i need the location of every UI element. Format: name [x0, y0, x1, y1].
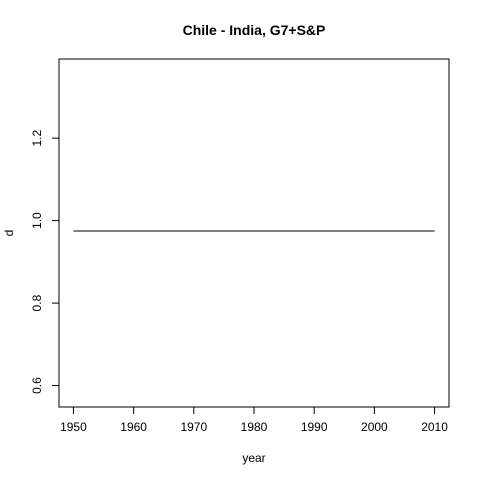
y-tick-label: 0.8 — [30, 294, 44, 311]
y-tick-label: 1.2 — [30, 130, 44, 147]
plot-frame — [58, 58, 450, 408]
y-axis-label: d — [2, 230, 16, 237]
x-tick-label: 1980 — [241, 420, 268, 434]
chart-title: Chile - India, G7+S&P — [183, 22, 326, 38]
x-tick-label: 1970 — [180, 420, 207, 434]
y-axis: 0.6 0.8 1.0 1.2 — [30, 130, 60, 394]
x-tick-label: 1950 — [60, 420, 87, 434]
y-tick-label: 1.0 — [30, 212, 44, 229]
x-tick-label: 1990 — [301, 420, 328, 434]
y-tick-label: 0.6 — [30, 377, 44, 394]
x-axis: 1950 1960 1970 1980 1990 2000 2010 — [60, 406, 448, 434]
x-axis-label: year — [242, 451, 265, 465]
x-tick-label: 1960 — [120, 420, 147, 434]
x-tick-label: 2000 — [361, 420, 388, 434]
x-tick-label: 2010 — [421, 420, 448, 434]
